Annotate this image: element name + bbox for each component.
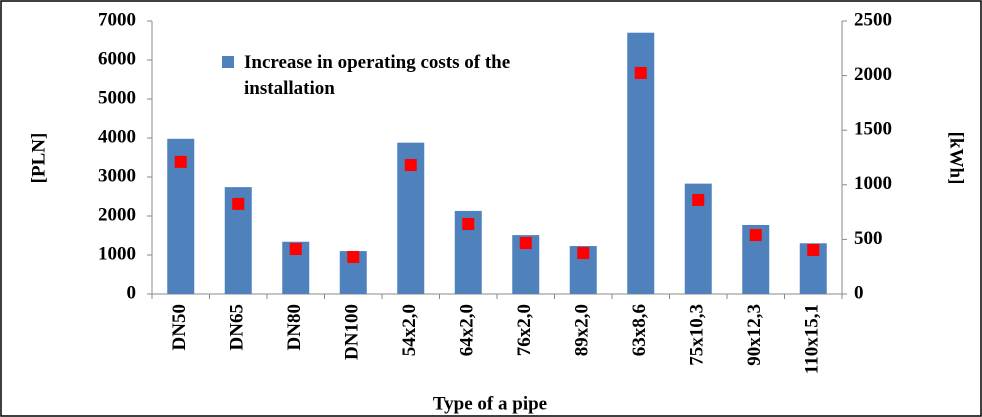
x-tick-label: 75x10,3	[687, 304, 708, 366]
y2-tick-label: 2500	[854, 9, 892, 30]
y-tick-label: 6000	[98, 48, 136, 69]
y2-tick-label: 2000	[854, 64, 892, 85]
y2-tick-label: 0	[854, 282, 864, 303]
x-tick-label: DN100	[342, 304, 363, 360]
marker	[174, 155, 187, 168]
y-axis-title: [PLN]	[28, 133, 49, 184]
marker	[577, 247, 590, 260]
y2-tick-label: 1500	[854, 119, 892, 140]
y2-tick-label: 1000	[854, 173, 892, 194]
y-tick-label: 7000	[98, 9, 136, 30]
marker	[232, 197, 245, 210]
x-tick-label: 76x2,0	[514, 304, 535, 356]
x-tick-label: 54x2,0	[399, 304, 420, 356]
marker	[749, 229, 762, 242]
marker	[634, 66, 647, 79]
marker	[347, 250, 360, 263]
x-tick-label: 89x2,0	[572, 304, 593, 356]
x-tick-label: DN80	[284, 304, 305, 350]
y2-axis-title: [kWh]	[946, 132, 967, 185]
x-tick-label: 63x8,6	[629, 304, 650, 356]
y2-tick-label: 500	[854, 228, 883, 249]
y-tick-label: 1000	[98, 243, 136, 264]
y-tick-label: 0	[127, 282, 137, 303]
y-tick-label: 5000	[98, 87, 136, 108]
x-tick-label: 64x2,0	[457, 304, 478, 356]
marker	[519, 237, 532, 250]
y-tick-label: 4000	[98, 126, 136, 147]
x-tick-label: 90x12,3	[744, 304, 765, 366]
marker	[807, 243, 820, 256]
x-tick-label: 110x15,1	[802, 304, 823, 374]
marker	[462, 218, 475, 231]
marker	[404, 159, 417, 172]
x-tick-label: DN50	[169, 304, 190, 350]
marker	[692, 193, 705, 206]
x-tick-label: DN65	[227, 304, 248, 350]
marker	[289, 243, 302, 256]
legend-label: Increase in operating costs of the insta…	[244, 52, 511, 99]
y-tick-label: 3000	[98, 165, 136, 186]
legend-swatch	[222, 56, 234, 68]
x-axis-title: Type of a pipe	[433, 393, 547, 414]
y-tick-label: 2000	[98, 204, 136, 225]
